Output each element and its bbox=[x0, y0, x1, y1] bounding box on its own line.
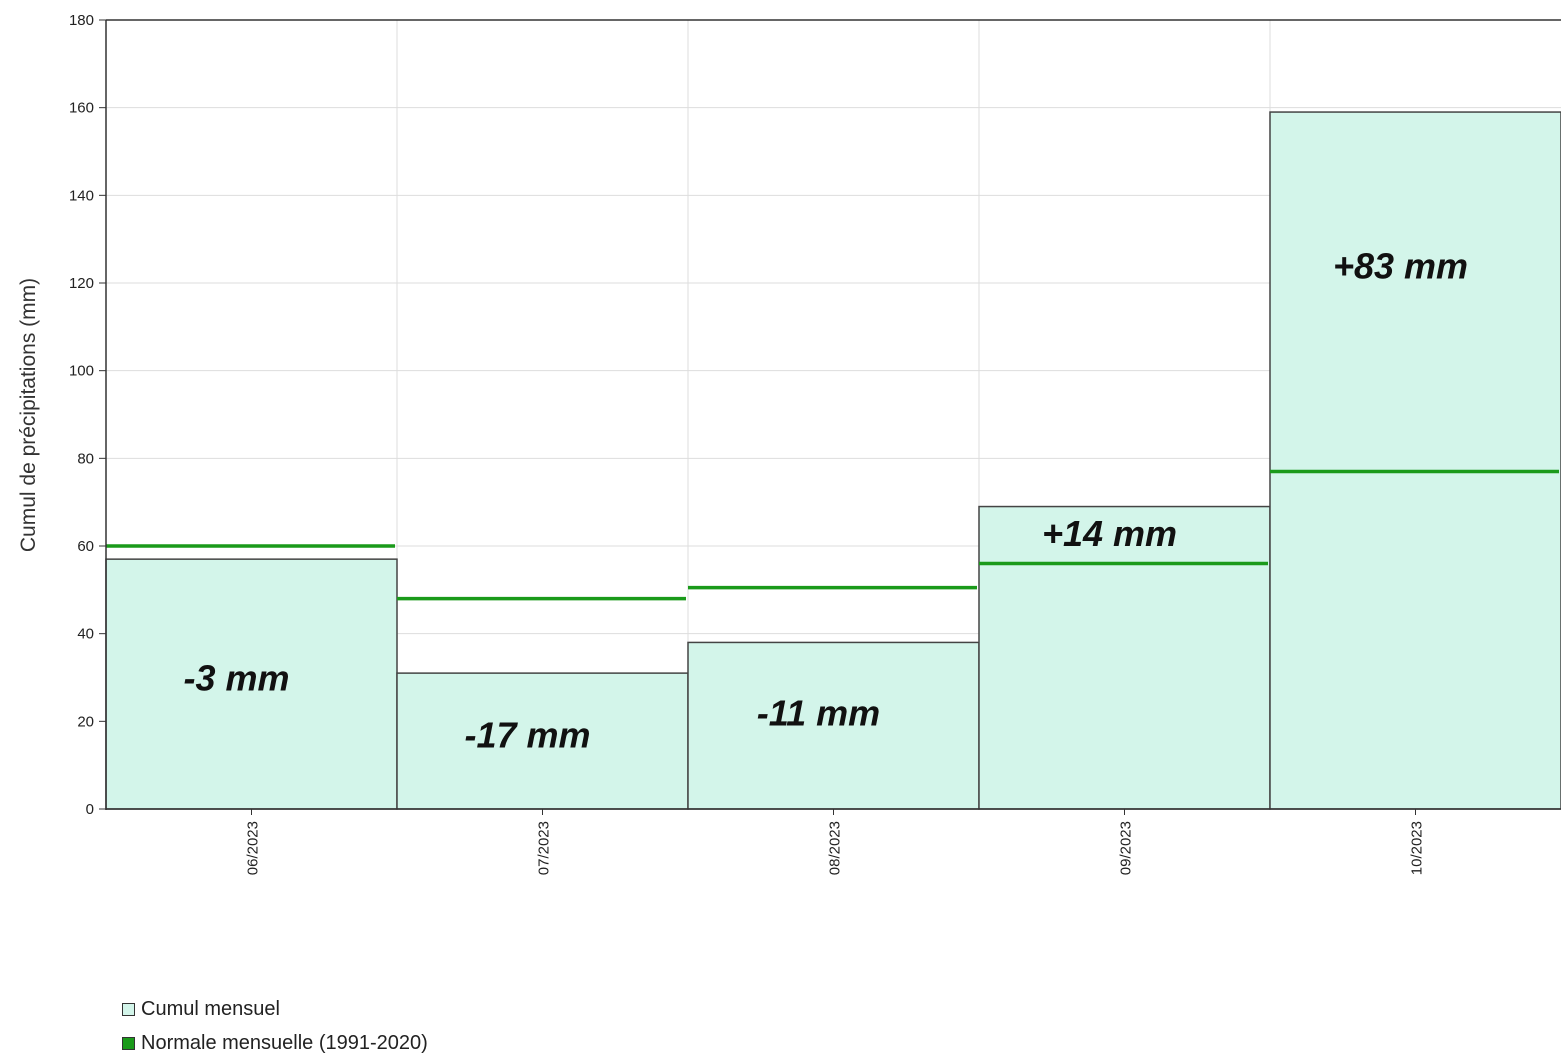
y-tick-label-8: 160 bbox=[69, 100, 94, 117]
annotation-1: -17 mm bbox=[464, 714, 590, 755]
x-tick-label-1: 07/2023 bbox=[536, 821, 553, 875]
x-ticks: 06/2023 07/2023 08/2023 09/2023 10/2023 bbox=[245, 809, 1426, 875]
x-tick-label-4: 10/2023 bbox=[1409, 821, 1426, 875]
bar-10-2023 bbox=[1269, 111, 1561, 810]
annotation-0: -3 mm bbox=[183, 658, 289, 699]
annotation-2: -11 mm bbox=[757, 693, 880, 734]
y-tick-label-6: 120 bbox=[69, 275, 94, 292]
y-ticks: 0 20 40 60 80 100 120 140 160 180 bbox=[69, 12, 106, 818]
x-tick-label-2: 08/2023 bbox=[827, 821, 844, 875]
y-tick-label-3: 60 bbox=[77, 538, 94, 555]
y-axis-label: Cumul de précipitations (mm) bbox=[17, 278, 40, 552]
normal-lines bbox=[106, 469, 1559, 601]
bars bbox=[105, 111, 1561, 810]
bar-08-2023 bbox=[687, 641, 980, 810]
legend-item-normale: Normale mensuelle (1991-2020) bbox=[122, 1026, 428, 1060]
y-tick-label-0: 0 bbox=[86, 801, 94, 818]
x-tick-label-3: 09/2023 bbox=[1118, 821, 1135, 875]
legend-label-normale: Normale mensuelle (1991-2020) bbox=[141, 1031, 428, 1054]
annotations: -3 mm -17 mm -11 mm +14 mm +83 mm bbox=[183, 245, 1468, 755]
legend: Cumul mensuel Normale mensuelle (1991-20… bbox=[122, 992, 428, 1060]
y-tick-label-2: 40 bbox=[77, 626, 94, 643]
y-tick-label-4: 80 bbox=[77, 450, 94, 467]
annotation-4: +83 mm bbox=[1333, 245, 1468, 286]
legend-swatch-cumul bbox=[122, 1002, 135, 1016]
legend-item-cumul: Cumul mensuel bbox=[122, 992, 428, 1026]
annotation-3: +14 mm bbox=[1042, 513, 1177, 554]
y-tick-label-1: 20 bbox=[77, 713, 94, 730]
x-tick-label-0: 06/2023 bbox=[245, 821, 262, 875]
bar-06-2023 bbox=[105, 558, 398, 810]
y-tick-label-9: 180 bbox=[69, 12, 94, 29]
legend-label-cumul: Cumul mensuel bbox=[141, 997, 280, 1020]
y-tick-label-5: 100 bbox=[69, 363, 94, 380]
y-tick-label-7: 140 bbox=[69, 187, 94, 204]
legend-swatch-normale bbox=[122, 1036, 135, 1050]
